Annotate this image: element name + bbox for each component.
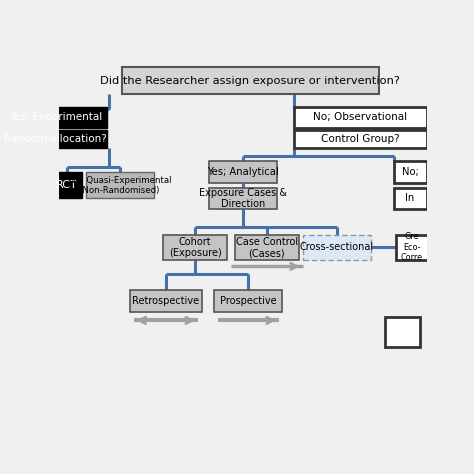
- FancyBboxPatch shape: [163, 235, 228, 260]
- Text: Yes; Experimental: Yes; Experimental: [9, 112, 102, 122]
- Text: No; Quasi-Experimental
(Non-Randomised): No; Quasi-Experimental (Non-Randomised): [69, 176, 171, 195]
- Text: In: In: [405, 193, 415, 203]
- FancyBboxPatch shape: [86, 172, 154, 199]
- Text: Yes; Analytical: Yes; Analytical: [207, 167, 279, 177]
- Text: Control Group?: Control Group?: [321, 134, 400, 144]
- Text: Exposure Cases &
Direction: Exposure Cases & Direction: [199, 188, 287, 210]
- FancyBboxPatch shape: [393, 161, 427, 183]
- FancyBboxPatch shape: [4, 129, 107, 148]
- FancyBboxPatch shape: [130, 291, 201, 312]
- FancyBboxPatch shape: [235, 235, 299, 260]
- FancyBboxPatch shape: [4, 107, 107, 128]
- FancyBboxPatch shape: [209, 188, 277, 210]
- Text: Cross-sectional: Cross-sectional: [300, 242, 374, 252]
- Text: Cohort
(Exposure): Cohort (Exposure): [169, 237, 221, 258]
- Text: RCT: RCT: [56, 180, 77, 191]
- FancyBboxPatch shape: [396, 235, 428, 260]
- Text: Random allocation?: Random allocation?: [4, 134, 107, 144]
- Text: Prospective: Prospective: [220, 296, 277, 306]
- Text: Gre
Eco-
Corre: Gre Eco- Corre: [401, 233, 423, 262]
- FancyBboxPatch shape: [294, 129, 427, 148]
- Text: Did the Researcher assign exposure or intervention?: Did the Researcher assign exposure or in…: [100, 76, 400, 86]
- Text: No;: No;: [401, 167, 419, 177]
- Text: Case Control
(Cases): Case Control (Cases): [236, 237, 298, 258]
- FancyBboxPatch shape: [294, 107, 427, 128]
- FancyBboxPatch shape: [302, 235, 371, 260]
- Text: No; Observational: No; Observational: [313, 112, 408, 122]
- FancyBboxPatch shape: [122, 67, 379, 94]
- FancyBboxPatch shape: [393, 188, 427, 210]
- Text: Retrospective: Retrospective: [132, 296, 200, 306]
- FancyBboxPatch shape: [385, 318, 420, 347]
- FancyBboxPatch shape: [214, 291, 283, 312]
- FancyBboxPatch shape: [51, 172, 82, 199]
- FancyBboxPatch shape: [209, 161, 277, 183]
